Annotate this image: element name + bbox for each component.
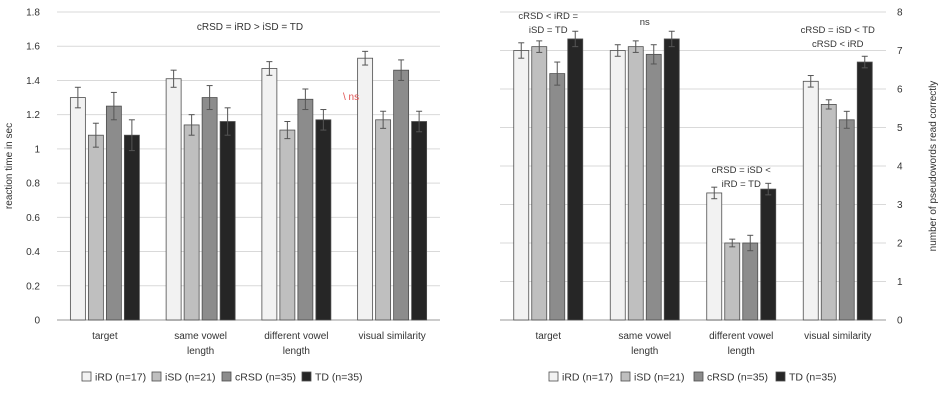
bar — [663, 38, 680, 321]
legend-swatch — [81, 371, 92, 382]
bar — [760, 188, 777, 321]
bar — [609, 50, 626, 321]
bar — [838, 119, 855, 321]
y-tick-label: 1.8 — [26, 8, 40, 19]
y-tick-label: 1 — [34, 144, 40, 155]
y-tick-label: 0.6 — [26, 213, 40, 224]
annotation-text: cRSD = iRD > iSD = TD — [197, 22, 303, 33]
bar — [219, 121, 236, 321]
bar — [357, 57, 374, 321]
bar — [802, 80, 819, 321]
annotation-text: iSD = TD — [529, 25, 568, 36]
x-tick-label: visual similarity — [804, 331, 871, 342]
legend-swatch — [151, 371, 162, 382]
bar — [87, 134, 104, 321]
legend-label: iRD (n=17) — [562, 372, 613, 384]
x-tick-label: same vowel — [174, 331, 227, 342]
y-tick-label: 4 — [897, 162, 903, 173]
bar — [724, 242, 741, 321]
x-tick-label: target — [92, 331, 118, 342]
y-tick-label: 0 — [34, 316, 40, 327]
x-tick-label: same vowel — [618, 331, 671, 342]
bar — [123, 134, 140, 321]
y-axis-label: number of pseudowords read correctly — [928, 81, 939, 252]
x-tick-label: different vowel — [264, 331, 328, 342]
bar — [69, 97, 86, 321]
bar — [375, 119, 392, 321]
legend-label: cRSD (n=35) — [235, 372, 296, 384]
bar — [183, 124, 200, 321]
bar — [645, 53, 662, 321]
y-tick-label: 3 — [897, 200, 903, 211]
legend-swatch — [693, 371, 704, 382]
y-tick-label: 1 — [897, 277, 903, 288]
legend-label: TD (n=35) — [789, 372, 837, 384]
bar — [531, 46, 548, 321]
y-axis-label: reaction time in sec — [4, 123, 15, 209]
annotation-text: cRSD = iSD < TD — [801, 25, 875, 36]
annotation-text: cRSD < iRD = — [518, 11, 578, 22]
bar — [165, 78, 182, 321]
x-tick-label: length — [631, 346, 658, 357]
x-tick-label: visual similarity — [359, 331, 426, 342]
legend-label: TD (n=35) — [315, 372, 363, 384]
y-tick-label: 1.6 — [26, 42, 40, 53]
legend-swatch — [775, 371, 786, 382]
y-tick-label: 2 — [897, 239, 903, 250]
annotation-ns: \ ns — [343, 92, 359, 103]
legend-swatch — [301, 371, 312, 382]
x-tick-label: different vowel — [709, 331, 773, 342]
bar — [297, 98, 314, 321]
legend-swatch — [221, 371, 232, 382]
bar — [105, 105, 122, 321]
bar — [201, 97, 218, 321]
y-tick-label: 7 — [897, 46, 903, 57]
x-tick-label: length — [728, 346, 755, 357]
legend-swatch — [620, 371, 631, 382]
y-tick-label: 1.2 — [26, 110, 40, 121]
y-tick-label: 0.2 — [26, 281, 40, 292]
y-tick-label: 5 — [897, 123, 903, 134]
legend-swatch — [548, 371, 559, 382]
legend-label: cRSD (n=35) — [707, 372, 768, 384]
bar — [411, 121, 428, 321]
legend-label: iSD (n=21) — [634, 372, 684, 384]
x-tick-label: target — [535, 331, 561, 342]
bar — [742, 242, 759, 321]
bar — [567, 38, 584, 321]
bar — [820, 104, 837, 321]
bar — [627, 46, 644, 321]
y-tick-label: 1.4 — [26, 76, 40, 87]
bar — [549, 73, 566, 321]
bar — [279, 129, 296, 321]
y-tick-label: 0 — [897, 316, 903, 327]
bar — [706, 192, 723, 321]
y-tick-label: 0.8 — [26, 179, 40, 190]
bar — [856, 61, 873, 321]
legend-label: iSD (n=21) — [165, 372, 215, 384]
annotation-text: cRSD = iSD < — [712, 165, 772, 176]
y-tick-label: 8 — [897, 8, 903, 19]
annotation-text: ns — [640, 17, 650, 28]
y-tick-label: 0.4 — [26, 247, 40, 258]
bar — [261, 68, 278, 321]
annotation-text: iRD = TD — [722, 179, 761, 190]
bar — [393, 69, 410, 321]
bar — [315, 119, 332, 321]
legend-label: iRD (n=17) — [95, 372, 146, 384]
x-tick-label: length — [283, 346, 310, 357]
x-tick-label: length — [187, 346, 214, 357]
annotation-text: cRSD < iRD — [812, 39, 864, 50]
y-tick-label: 6 — [897, 85, 903, 96]
bar — [513, 50, 530, 321]
